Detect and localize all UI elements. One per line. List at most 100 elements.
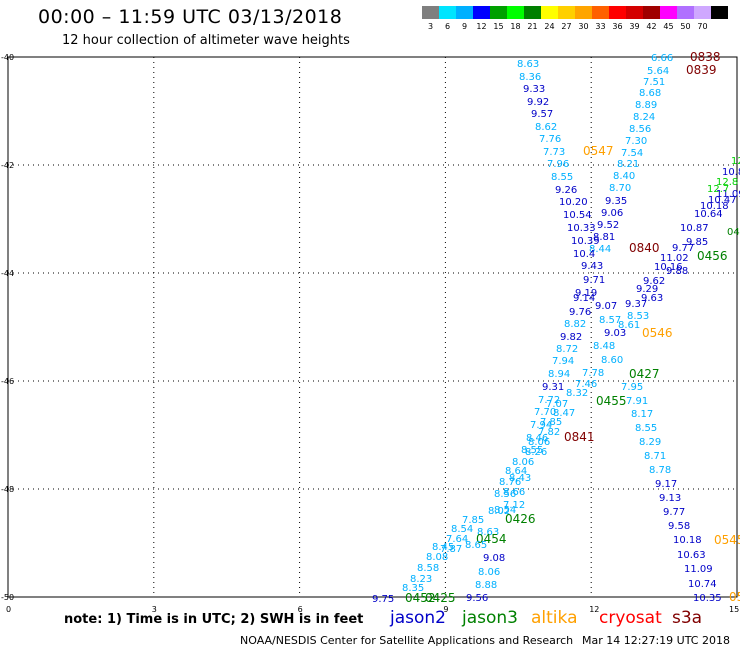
wave-height-value: 9.85 [686,237,708,248]
wave-height-value: 7.64 [446,534,468,545]
legend-tick-label: 36 [612,22,623,31]
wave-height-value: 8.35 [402,583,424,594]
longitude-label: 3 [152,605,157,614]
longitude-label: 9 [443,605,448,614]
wave-height-value: 7.70 [534,407,556,418]
wave-height-value: 8.44 [589,244,611,255]
longitude-label: 6 [298,605,303,614]
wave-height-value: 7.96 [547,159,569,170]
legend-swatch [592,6,609,19]
legend-tick-label: 27 [561,22,572,31]
legend-swatch [643,6,660,19]
wave-height-value: 9.37 [625,299,647,310]
wave-height-value: 8.55 [521,445,543,456]
wave-height-value: 9.92 [527,97,549,108]
pass-time-label: 0841 [564,430,595,444]
legend-tick-label: 3 [427,22,434,31]
wave-height-value: 9.07 [595,301,617,312]
wave-height-value: 8.56 [629,124,651,135]
wave-height-value: 8.21 [617,159,639,170]
pass-time-label: 0425 [425,591,456,605]
wave-height-value: 8.65 [465,540,487,551]
wave-height-value: 10.16 [654,262,683,273]
page-subtitle: 12 hour collection of altimeter wave hei… [62,33,350,48]
legend-tick-label: 6 [444,22,451,31]
wave-height-value: 8.66 [503,487,525,498]
pass-time-label: 0454 [476,532,507,546]
pass-time-label: 054 [729,590,740,604]
legend-swatch [626,6,643,19]
wave-height-value: 7.76 [539,134,561,145]
legend-tick-label: 21 [527,22,538,31]
wave-height-value: 8.29 [639,437,661,448]
latitude-label: -48 [1,485,14,494]
legend-swatch [660,6,677,19]
legend-tick-label: 9 [461,22,468,31]
pass-time-label: 0456 [697,249,728,263]
wave-height-value: 8.58 [417,563,439,574]
pass-time-label: 0838 [690,50,721,64]
wave-height-value: 9.71 [583,275,605,286]
legend-tick-label: 50 [680,22,691,31]
wave-height-value: 7.94 [530,420,552,431]
wave-height-value: 11.02 [660,253,689,264]
satellite-legend-cryosat: cryosat [599,608,662,628]
wave-height-value: 12.8 [716,177,738,188]
wave-height-value: 7.85 [540,417,562,428]
legend-swatch [507,6,524,19]
longitude-label: 15 [729,605,739,614]
wave-height-value: 9.29 [636,284,658,295]
wave-height-value: 8.76 [499,477,521,488]
legend-swatch [677,6,694,19]
legend-tick-label: 42 [646,22,657,31]
wave-height-value: 7.78 [582,368,604,379]
satellite-legend-s3a: s3a [672,608,703,628]
wave-height-value: 10.39 [571,236,600,247]
latitude-label: -46 [1,377,14,386]
wave-height-value: 7.12 [503,500,525,511]
satellite-legend-jason3: jason3 [462,608,518,628]
wave-height-value: 12.7 [707,184,729,195]
legend-tick-label: 70 [697,22,708,31]
wave-height-value: 9.33 [523,84,545,95]
wave-height-value: 9.14 [573,293,595,304]
wave-height-value: 7.95 [621,382,643,393]
wave-height-value: 8.55 [551,172,573,183]
map-frame [7,56,738,598]
legend-swatch [694,6,711,19]
pass-time-label: 0452 [405,591,436,605]
wave-height-value: 8.57 [599,315,621,326]
legend-tick-label: 24 [544,22,555,31]
wave-height-value: 9.75 [372,594,394,605]
wave-height-value: 10.63 [677,550,706,561]
wave-height-value: 8.72 [556,344,578,355]
wave-height-value: 8.82 [564,319,586,330]
wave-height-value: 8.53 [627,311,649,322]
legend-swatch [490,6,507,19]
legend-tick-label: 39 [629,22,640,31]
legend-tick-label: 30 [578,22,589,31]
wave-height-value: 7.91 [626,396,648,407]
wave-height-value: 8.55 [635,423,657,434]
wave-height-value: 8.62 [535,122,557,133]
wave-height-value: 8.02 [488,506,510,517]
wave-height-value: 8.54 [451,524,473,535]
wave-height-value: 8.43 [509,473,531,484]
wave-height-value: 8.40 [613,171,635,182]
wave-height-value: 9.26 [555,185,577,196]
wave-height-value: 8.06 [478,567,500,578]
legend-swatches [422,6,728,19]
footer-note: note: 1) Time is in UTC; 2) SWH is in fe… [64,612,364,627]
pass-time-label: 0455 [596,394,627,408]
wave-height-value: 8.08 [426,552,448,563]
wave-height-value: 8.46 [526,433,548,444]
wave-height-value: 9.56 [466,593,488,604]
wave-height-value: 9.08 [483,553,505,564]
legend-swatch [609,6,626,19]
wave-height-value: 8.70 [609,183,631,194]
wave-height-value: 9.77 [663,507,685,518]
wave-height-value: 7.73 [543,147,565,158]
wave-height-value: 8.89 [635,100,657,111]
